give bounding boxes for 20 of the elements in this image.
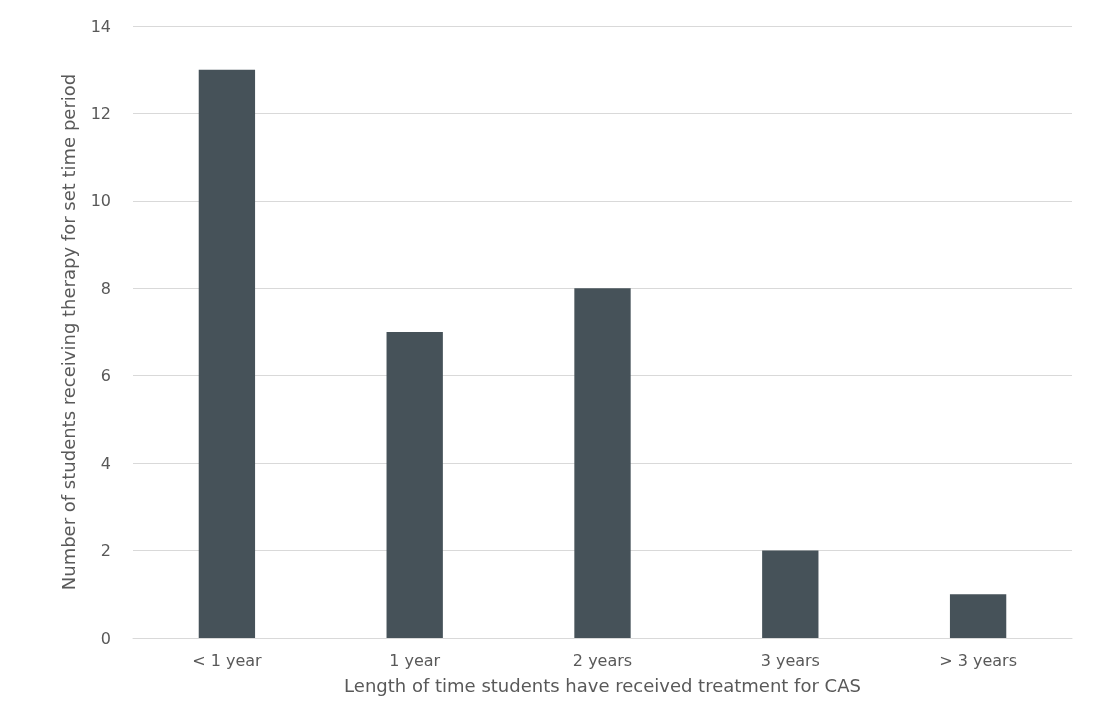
bar bbox=[574, 288, 631, 638]
y-tick-label: 10 bbox=[90, 191, 111, 211]
x-axis-title: Length of time students have received treatment for CAS bbox=[344, 674, 861, 696]
bar bbox=[949, 594, 1007, 638]
y-tick-label: 12 bbox=[90, 103, 111, 123]
x-tick-label: 1 year bbox=[389, 650, 441, 670]
bar bbox=[762, 550, 819, 638]
x-tick-label: 2 years bbox=[572, 650, 633, 670]
y-tick-label: 6 bbox=[100, 366, 111, 386]
y-tick-label: 14 bbox=[90, 16, 111, 36]
y-tick-label: 8 bbox=[100, 278, 111, 298]
x-tick-label: > 3 years bbox=[939, 650, 1017, 670]
y-tick-label: 4 bbox=[100, 453, 111, 473]
bar bbox=[198, 69, 256, 638]
bar bbox=[386, 332, 443, 638]
y-tick-label: 2 bbox=[100, 541, 111, 561]
x-tick-label: 3 years bbox=[760, 650, 820, 670]
y-tick-label: 0 bbox=[100, 628, 111, 648]
x-tick-label: < 1 year bbox=[192, 650, 263, 670]
y-axis-title: Number of students receiving therapy for set time period bbox=[58, 73, 80, 591]
